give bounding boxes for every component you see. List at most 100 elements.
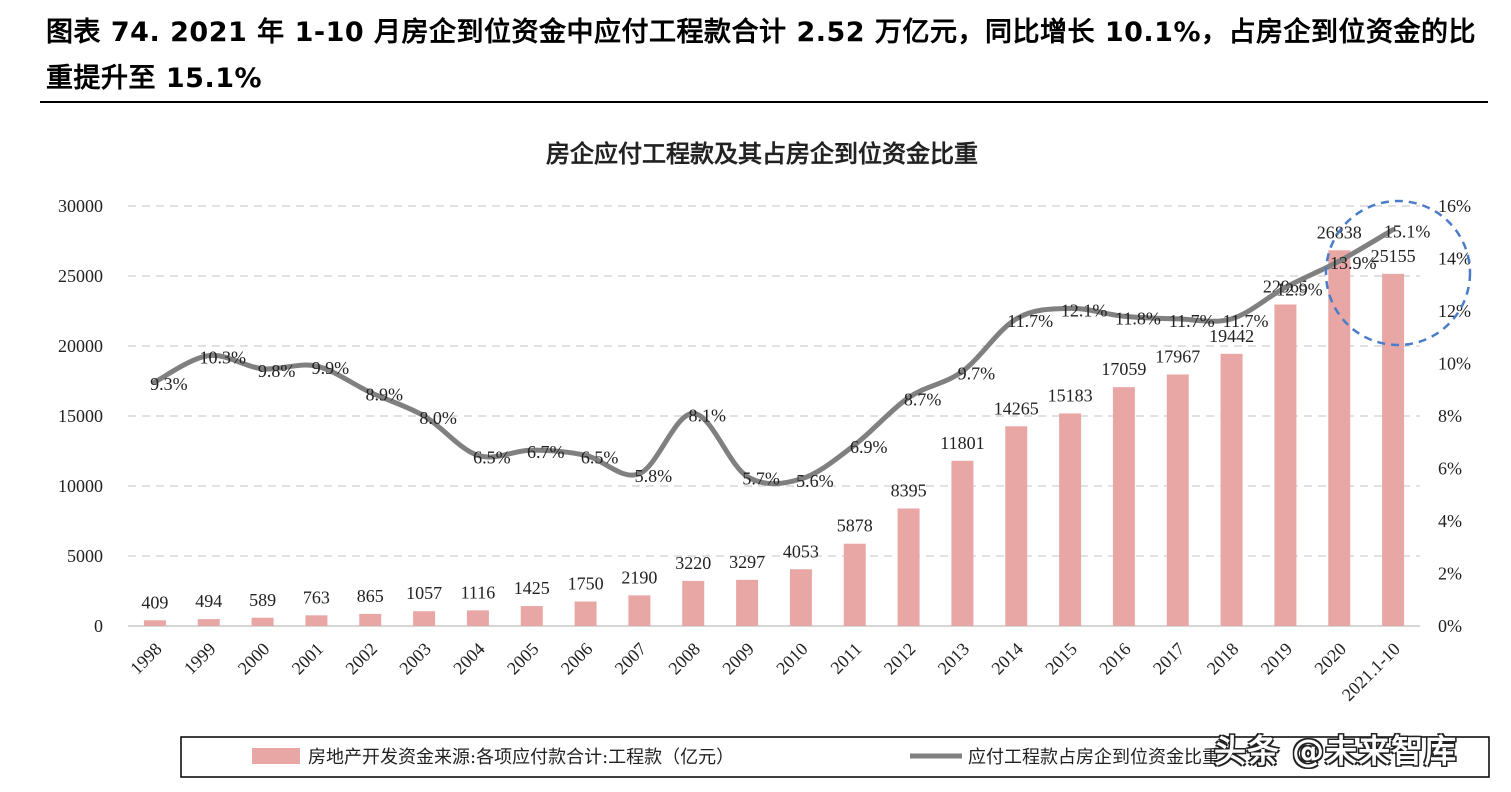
line-label: 6.7%: [527, 442, 565, 462]
line-label: 13.9%: [1330, 253, 1377, 273]
bar: [1112, 387, 1135, 626]
bar-label: 4053: [783, 541, 819, 561]
line-label: 9.8%: [258, 361, 296, 381]
bar: [843, 543, 866, 626]
line-label: 6.5%: [581, 447, 619, 467]
left-tick-label: 0: [94, 616, 103, 636]
x-tick-label: 2014: [987, 639, 1027, 679]
line-label: 12.1%: [1061, 300, 1108, 320]
x-tick-label: 2020: [1310, 639, 1350, 679]
bar-label: 14265: [994, 398, 1039, 418]
bar-series: [143, 250, 1405, 626]
watermark: 头条 @未来智库: [1214, 732, 1458, 770]
x-axis-ticks: 1998 1999 2000 2001 2002 2003 2004 2005 2006 2007…: [126, 639, 1404, 705]
x-tick-label: 2007: [611, 639, 651, 679]
bar-label: 1116: [461, 582, 496, 602]
bar: [359, 613, 382, 626]
right-tick-label: 6%: [1438, 459, 1462, 479]
x-tick-label: 1998: [126, 639, 166, 679]
line-label: 6.5%: [473, 447, 511, 467]
x-tick-label: 2021.1-10: [1338, 639, 1404, 705]
bar: [1220, 353, 1243, 626]
legend-bar-swatch: [252, 748, 300, 764]
chart-title: 房企应付工程款及其占房企到位资金比重: [546, 139, 978, 168]
x-tick-label: 2003: [395, 639, 435, 679]
bar: [466, 610, 489, 626]
legend-box: [180, 736, 1490, 778]
line-label: 9.3%: [150, 374, 188, 394]
x-tick-label: 2006: [557, 639, 597, 679]
x-tick-label: 2018: [1203, 639, 1243, 679]
highlight-circle: [1324, 199, 1472, 347]
line-label: 11.8%: [1115, 308, 1161, 328]
bar: [305, 615, 328, 626]
bar-label: 865: [357, 586, 384, 606]
bar: [897, 508, 920, 626]
line-label: 9.7%: [958, 363, 996, 383]
bar-label: 1057: [406, 583, 442, 603]
x-tick-label: 2002: [341, 639, 381, 679]
left-tick-label: 5000: [67, 546, 103, 566]
x-tick-label: 2011: [826, 639, 865, 678]
bar: [1166, 374, 1189, 626]
right-tick-label: 4%: [1438, 511, 1462, 531]
bar: [789, 569, 812, 626]
figure-title: 图表 74. 2021 年 1-10 月房企到位资金中应付工程款合计 2.52 …: [46, 17, 1477, 94]
bar: [1274, 304, 1297, 626]
x-tick-label: 2000: [234, 639, 274, 679]
bar: [143, 620, 166, 626]
x-tick-label: 2009: [718, 639, 758, 679]
left-tick-label: 25000: [58, 266, 103, 286]
bar-label: 17059: [1101, 359, 1146, 379]
bar-label: 8395: [891, 480, 927, 500]
bar-data-labels: 409 494 589 763 865 1057 1116 1425 1750 2190 3220 3…: [141, 222, 1415, 612]
line-label: 5.8%: [635, 466, 673, 486]
bar-label: 763: [303, 587, 330, 607]
bar-label: 25155: [1371, 246, 1416, 266]
bar-label: 3220: [675, 553, 711, 573]
bar-label: 15183: [1048, 385, 1093, 405]
line-data-labels: 9.3% 10.3% 9.8% 9.9% 8.9% 8.0% 6.5% 6.7% 6.5% 5.8…: [150, 222, 1430, 491]
line-label: 11.7%: [1007, 311, 1053, 331]
legend-line-label: 应付工程款占房企到位资金比重: [968, 747, 1220, 768]
bar: [1005, 426, 1028, 626]
line-label: 8.0%: [419, 408, 457, 428]
right-tick-label: 2%: [1438, 564, 1462, 584]
left-axis-ticks: 0 5000 10000 15000 20000 25000 30000: [58, 196, 103, 636]
bar: [1328, 250, 1351, 626]
bar: [1382, 273, 1405, 626]
x-tick-label: 2008: [664, 639, 704, 679]
x-tick-label: 2001: [288, 639, 328, 679]
x-tick-label: 2017: [1149, 639, 1189, 679]
line-label: 10.3%: [200, 348, 247, 368]
bar: [251, 617, 274, 626]
x-tick-label: 2010: [772, 639, 812, 679]
legend-bar-label: 房地产开发资金来源:各项应付款合计:工程款（亿元）: [308, 747, 734, 768]
bar-label: 589: [249, 590, 276, 610]
x-tick-label: 1999: [180, 639, 220, 679]
bar-label: 1425: [514, 578, 550, 598]
left-tick-label: 10000: [58, 476, 103, 496]
bar-label: 409: [141, 592, 168, 612]
x-tick-label: 2005: [503, 639, 543, 679]
line-label: 9.9%: [312, 358, 350, 378]
right-axis-ticks: 0%2%4%6%8%10%12%14%16%: [1438, 196, 1471, 636]
bar-label: 11801: [940, 433, 984, 453]
bar-label: 5878: [837, 516, 873, 536]
bar: [574, 601, 597, 626]
line-label: 15.1%: [1384, 222, 1431, 242]
x-tick-label: 2012: [880, 639, 920, 679]
bar: [520, 606, 543, 626]
bar: [413, 611, 436, 626]
line-label: 5.7%: [742, 468, 780, 488]
line-label: 12.9%: [1276, 279, 1323, 299]
left-tick-label: 30000: [58, 196, 103, 216]
line-label: 8.1%: [689, 405, 727, 425]
x-tick-label: 2019: [1257, 639, 1297, 679]
line-label: 8.7%: [904, 390, 942, 410]
line-label: 11.7%: [1223, 311, 1269, 331]
line-label: 11.7%: [1169, 311, 1215, 331]
right-tick-label: 10%: [1438, 354, 1471, 374]
x-tick-label: 2016: [1095, 639, 1135, 679]
